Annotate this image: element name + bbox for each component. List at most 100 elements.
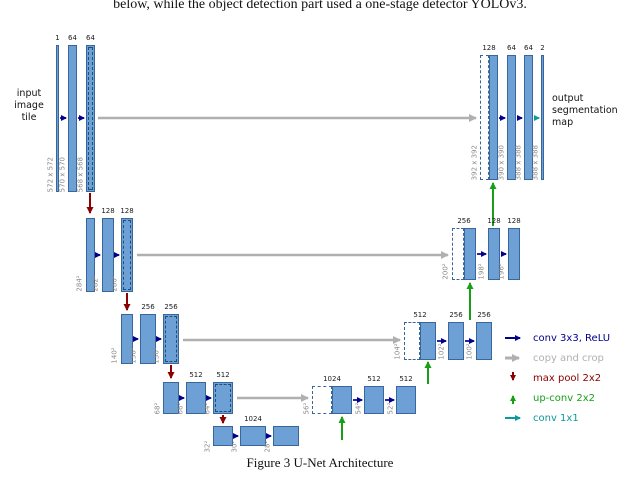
- legend-item-label: conv 1x1: [533, 412, 579, 424]
- channel-count-label: 2: [540, 44, 545, 52]
- channel-count-label: 64: [68, 34, 77, 42]
- channel-count-label: 64: [524, 44, 533, 52]
- legend: conv 3x3, ReLU copy and crop max pool 2x2 u…: [503, 328, 640, 428]
- figure-caption: Figure 3 U-Net Architecture: [246, 455, 394, 470]
- feature-map-bar: [464, 228, 476, 280]
- channel-count-label: 256: [477, 311, 491, 319]
- channel-count-label: 1024: [323, 375, 341, 383]
- feature-map-size-label: 140²: [110, 347, 119, 364]
- legend-item-label: conv 3x3, ReLU: [533, 332, 611, 344]
- feature-map-size-label: 282²: [91, 275, 100, 292]
- crop-region-outline: [88, 47, 93, 190]
- body-text-line: below, while the object detection part u…: [113, 0, 527, 12]
- channel-count-label: 256: [449, 311, 463, 319]
- feature-map-size-label: 198²: [477, 263, 486, 280]
- channel-count-label: 64: [507, 44, 516, 52]
- feature-map-size-label: 572 x 572: [45, 156, 54, 192]
- feature-map-bar: [186, 382, 206, 414]
- feature-map-size-label: 138²: [129, 347, 138, 364]
- feature-map-bar: [448, 322, 464, 360]
- feature-map-size-label: 104²: [393, 343, 402, 360]
- feature-map-size-label: 32²: [202, 440, 211, 452]
- channel-count-label: 128: [120, 207, 134, 215]
- feature-map-size-label: 68²: [152, 402, 161, 414]
- feature-map-bar: [68, 45, 77, 192]
- crop-region-outline: [165, 316, 177, 362]
- input-image-tile-label: input image tile: [14, 88, 44, 123]
- feature-map-bar: [86, 218, 95, 292]
- feature-map-bar: [541, 55, 544, 180]
- feature-map-size-label: 284²: [75, 275, 84, 292]
- channel-count-label: 256: [141, 303, 155, 311]
- feature-map-size-label: 570 x 570: [57, 156, 66, 192]
- legend-conv1x1-arrow-icon: [505, 415, 521, 421]
- feature-map-size-label: 388 x 388: [513, 144, 522, 180]
- channel-count-label: 512: [189, 371, 203, 379]
- channel-count-label: 128: [507, 217, 521, 225]
- channel-count-label: 256: [164, 303, 178, 311]
- copied-feature-map-bar: [312, 386, 332, 414]
- channel-count-label: 128: [487, 217, 501, 225]
- legend-conv3x3-arrow-icon: [505, 335, 521, 341]
- feature-map-size-label: 280²: [110, 275, 119, 292]
- channel-count-label: 512: [399, 375, 413, 383]
- feature-map-bar: [508, 228, 520, 280]
- feature-map-bar: [213, 382, 233, 414]
- feature-map-size-label: 56²: [301, 402, 310, 414]
- feature-map-bar: [102, 218, 114, 292]
- feature-map-size-label: 66²: [175, 402, 184, 414]
- feature-map-bar: [332, 386, 352, 414]
- legend-item-label: up-conv 2x2: [533, 392, 595, 404]
- legend-item-conv1x1: conv 1x1: [503, 408, 640, 428]
- feature-map-size-label: 196²: [497, 263, 506, 280]
- feature-map-bar: [273, 426, 299, 446]
- output-segmentation-map-label: output segmentation map: [552, 93, 618, 128]
- feature-map-bar: [507, 55, 516, 180]
- legend-item-label: max pool 2x2: [533, 372, 602, 384]
- feature-map-size-label: 392 x 392: [469, 144, 478, 180]
- legend-item-label: copy and crop: [533, 352, 604, 364]
- feature-map-bar: [121, 314, 133, 364]
- legend-item-copy-crop: copy and crop: [503, 348, 640, 368]
- channel-count-label: 256: [457, 217, 471, 225]
- feature-map-size-label: 54²: [353, 402, 362, 414]
- feature-map-size-label: 136²: [152, 347, 161, 364]
- feature-map-size-label: 388 x 388: [530, 144, 539, 180]
- feature-map-size-label: 100²: [465, 343, 474, 360]
- channel-count-label: 128: [482, 44, 496, 52]
- legend-copy-crop-arrow-icon: [505, 354, 520, 362]
- feature-map-bar: [163, 382, 179, 414]
- feature-map-size-label: 200²: [441, 263, 450, 280]
- feature-map-bar: [56, 45, 59, 192]
- feature-map-size-label: 102²: [437, 343, 446, 360]
- feature-map-bar: [240, 426, 266, 446]
- feature-map-bar: [476, 322, 492, 360]
- feature-map-bar: [420, 322, 436, 360]
- copied-feature-map-bar: [404, 322, 420, 360]
- legend-item-upconv: up-conv 2x2: [503, 388, 640, 408]
- feature-map-size-label: 64²: [202, 402, 211, 414]
- feature-map-bar: [213, 426, 233, 446]
- legend-upconv-arrow-icon: [510, 395, 516, 404]
- feature-map-size-label: 390 x 390: [496, 144, 505, 180]
- feature-map-bar: [163, 314, 179, 364]
- feature-map-bar: [140, 314, 156, 364]
- feature-map-bar: [488, 228, 500, 280]
- crop-region-outline: [215, 384, 231, 412]
- channel-count-label: 512: [413, 311, 427, 319]
- feature-map-size-label: 30²: [229, 440, 238, 452]
- legend-item-maxpool: max pool 2x2: [503, 368, 640, 388]
- channel-count-label: 512: [367, 375, 381, 383]
- feature-map-bar: [364, 386, 384, 414]
- copied-feature-map-bar: [452, 228, 464, 280]
- channel-count-label: 128: [101, 207, 115, 215]
- crop-region-outline: [123, 220, 131, 290]
- channel-count-label: 64: [86, 34, 95, 42]
- feature-map-bar: [396, 386, 416, 414]
- legend-maxpool-arrow-icon: [510, 372, 516, 381]
- channel-count-label: 1024: [244, 415, 262, 423]
- channel-count-label: 512: [216, 371, 230, 379]
- feature-map-bar: [524, 55, 533, 180]
